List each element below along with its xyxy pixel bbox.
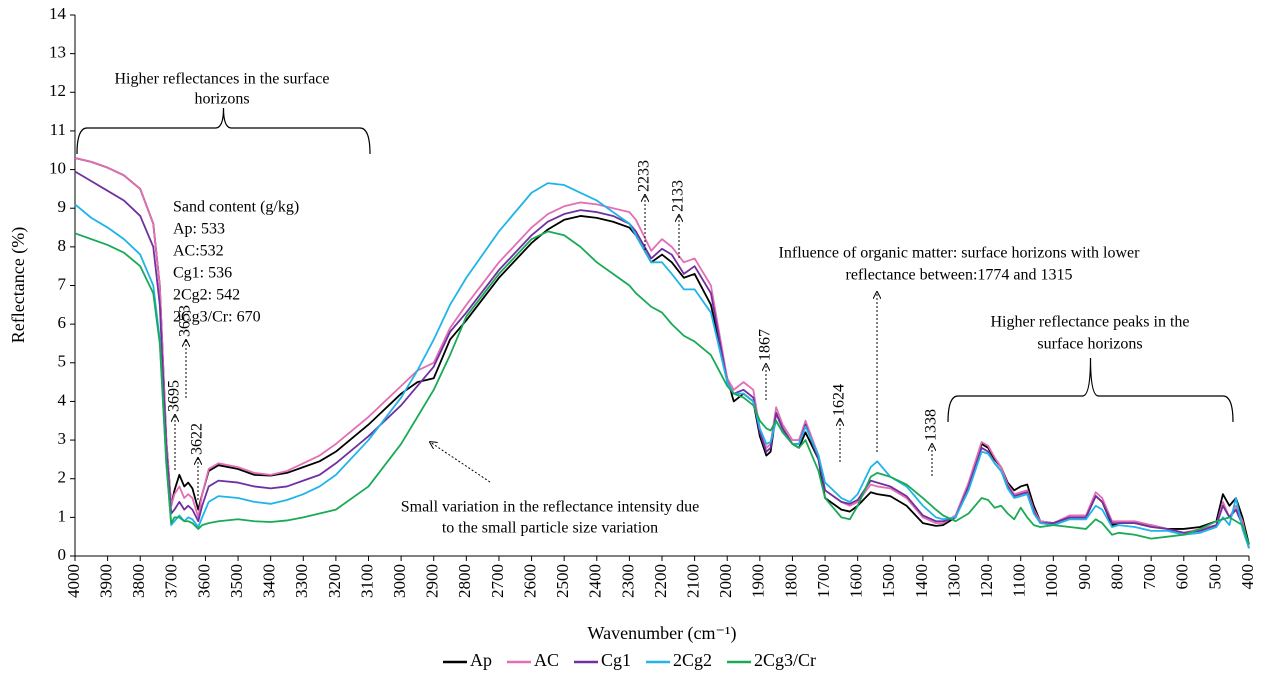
annotation-text: 1624 [831,384,848,416]
x-tick-label: 2700 [488,564,507,598]
annotation-text: 2Cg2: 542 [173,287,240,304]
annotation-text: Sand content (g/kg) [173,199,299,216]
annotation-text: reflectance between:1774 and 1315 [845,267,1072,284]
x-tick-label: 3500 [227,564,246,598]
annotation-text: 3622 [189,423,206,455]
x-tick-label: 2500 [553,564,572,598]
y-tick-label: 4 [58,390,67,409]
y-tick-label: 5 [58,352,67,371]
x-tick-label: 900 [1075,564,1094,590]
y-tick-label: 0 [58,545,67,564]
series-line [74,230,1250,545]
y-tick-label: 13 [49,43,66,62]
series-line [74,182,1250,549]
x-tick-label: 1900 [749,564,768,598]
series-line [74,157,1250,549]
x-tick-label: 3700 [162,564,181,598]
annotation-text: 2Cg3/Cr: 670 [173,309,261,326]
x-tick-label: 2400 [586,564,605,598]
x-tick-label: 2600 [520,564,539,598]
x-tick-label: 3000 [390,564,409,598]
annotation-text: Higher reflectances in the surface [115,71,330,88]
x-tick-label: 1400 [912,564,931,598]
x-tick-label: 1800 [781,564,800,598]
x-tick-label: 3900 [97,564,116,598]
annotation-text: Ap: 533 [173,221,225,238]
y-tick-label: 12 [49,81,66,100]
x-tick-label: 500 [1205,564,1224,590]
annotation-text: to the small particle size variation [442,520,658,537]
y-tick-label: 8 [58,236,67,255]
x-tick-label: 1200 [977,564,996,598]
series-line [74,170,1250,549]
x-tick-label: 2300 [618,564,637,598]
annotation-text: 3653 [177,305,194,337]
y-tick-label: 10 [49,158,66,177]
annotation-text: 1338 [923,409,940,441]
annotation-text: 2233 [636,160,653,192]
x-tick-label: 700 [1140,564,1159,590]
y-tick-label: 3 [58,429,67,448]
x-tick-label: 2800 [455,564,474,598]
annotation-text: 3695 [166,380,183,412]
annotation-text: 2133 [670,180,687,212]
legend-label: 2Cg3/Cr [754,650,816,670]
x-tick-label: 1500 [879,564,898,598]
x-tick-label: 600 [1173,564,1192,590]
x-tick-label: 3800 [129,564,148,598]
x-tick-label: 1300 [944,564,963,598]
annotation-text: AC:532 [173,243,224,260]
annotation-text: horizons [194,91,249,108]
x-tick-label: 3200 [325,564,344,598]
y-tick-label: 7 [58,274,67,293]
y-tick-label: 11 [50,120,66,139]
x-tick-label: 1600 [847,564,866,598]
annotation-text: Small variation in the reflectance inten… [401,499,700,516]
x-tick-label: 4000 [64,564,83,598]
y-axis-label: Reflectance (%) [8,227,29,343]
legend-label: Cg1 [601,650,631,670]
legend-label: Ap [470,650,492,670]
annotation-text: Influence of organic matter: surface hor… [779,245,1141,262]
annotation-brace [947,357,1234,423]
y-tick-label: 1 [58,506,67,525]
legend-label: 2Cg2 [673,650,712,670]
y-tick-label: 9 [58,197,67,216]
x-tick-label: 3100 [357,564,376,598]
x-tick-label: 2100 [684,564,703,598]
x-tick-label: 3300 [292,564,311,598]
annotation-arrow [430,442,491,483]
x-tick-label: 400 [1238,564,1257,590]
annotation-text: Higher reflectance peaks in the [990,314,1189,331]
x-tick-label: 1100 [1010,564,1029,597]
x-tick-label: 800 [1107,564,1126,590]
y-tick-label: 14 [49,4,67,23]
x-tick-label: 3400 [260,564,279,598]
annotation-text: surface horizons [1037,336,1142,353]
annotation-text: 1867 [757,329,774,361]
annotation-text: Cg1: 536 [173,265,232,282]
x-tick-label: 2200 [651,564,670,598]
x-tick-label: 1000 [1042,564,1061,598]
x-tick-label: 1700 [814,564,833,598]
y-tick-label: 6 [58,313,67,332]
x-axis-label: Wavenumber (cm⁻¹) [588,623,737,644]
x-tick-label: 3600 [194,564,213,598]
x-tick-label: 2000 [716,564,735,598]
annotation-brace [76,107,371,155]
x-tick-label: 2900 [423,564,442,598]
legend-label: AC [534,650,559,670]
y-tick-label: 2 [58,468,67,487]
